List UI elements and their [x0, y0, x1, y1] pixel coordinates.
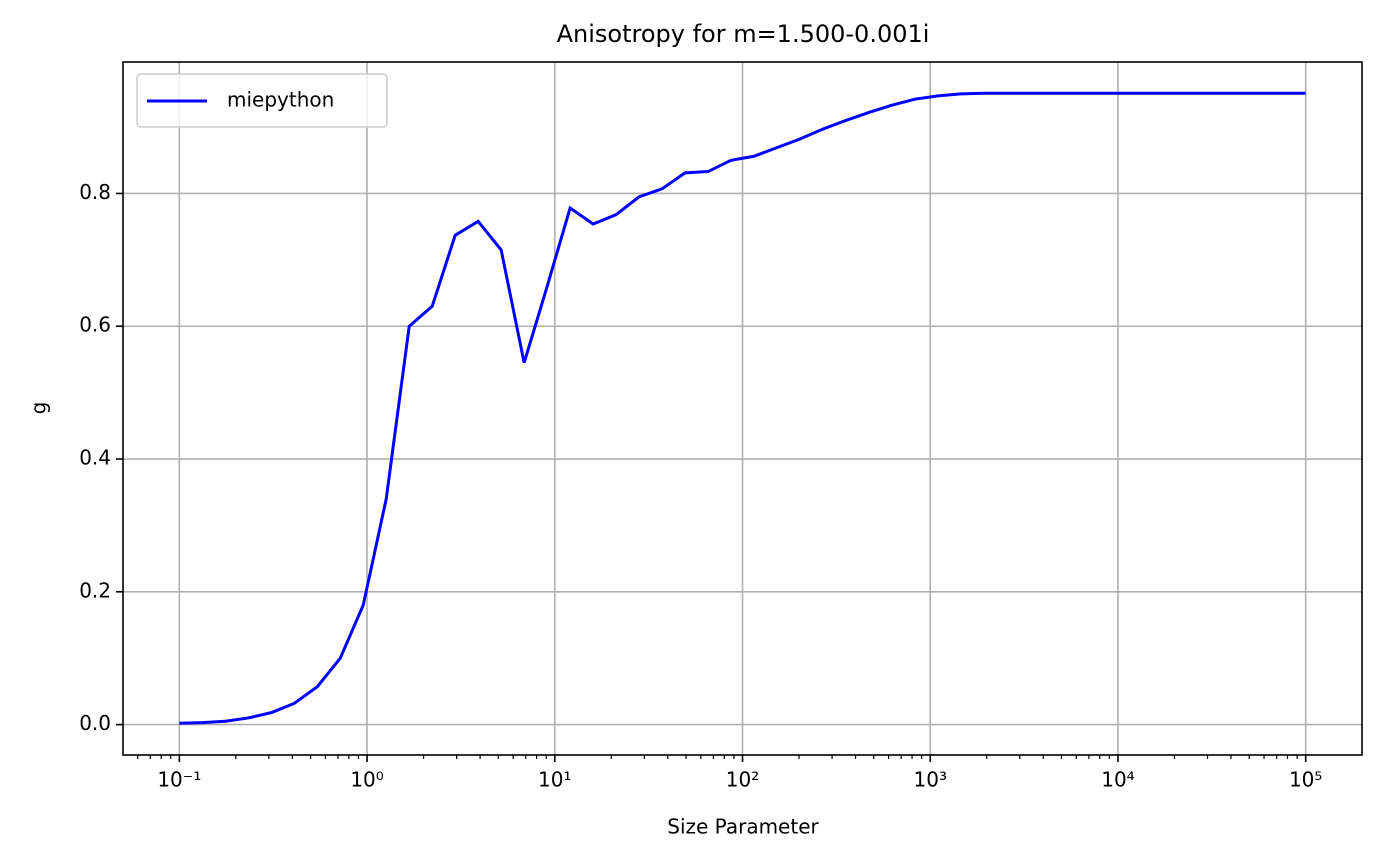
legend-box	[136, 73, 388, 128]
x-tick-label: 10²	[726, 768, 759, 792]
x-axis-label: Size Parameter	[667, 815, 819, 839]
x-tick-label: 10⁴	[1101, 768, 1134, 792]
y-tick-label: 0.0	[79, 711, 111, 735]
y-tick-label: 0.2	[79, 578, 111, 602]
y-tick-label: 0.4	[79, 446, 111, 470]
plot-frame	[122, 61, 1363, 756]
x-tick-label: 10¹	[538, 768, 571, 792]
x-tick-label: 10⁻¹	[157, 768, 201, 792]
y-tick-label: 0.8	[79, 180, 111, 204]
x-tick-label: 10³	[914, 768, 947, 792]
legend-label: miepython	[227, 88, 334, 112]
y-axis-label: g	[27, 402, 51, 415]
x-tick-label: 10⁰	[350, 768, 383, 792]
chart-title: Anisotropy for m=1.500-0.001i	[557, 20, 930, 48]
data-line	[179, 91, 1306, 725]
y-tick-label: 0.6	[79, 313, 111, 337]
x-tick-label: 10⁵	[1289, 768, 1322, 792]
